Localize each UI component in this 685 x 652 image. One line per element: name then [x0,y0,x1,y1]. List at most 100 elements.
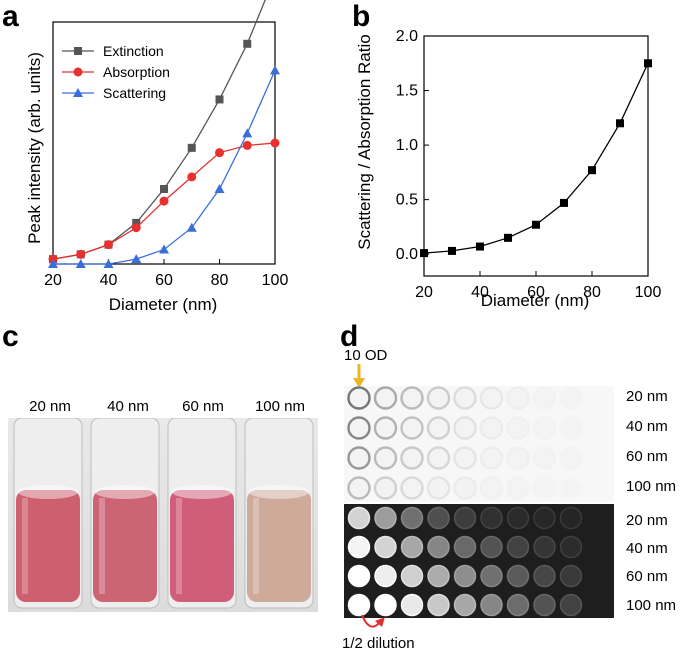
dot-blot-panel: 10 OD 1/2 dilution [342,347,614,652]
vial-liquid [16,490,80,602]
data-point [270,138,280,148]
vial-meniscus [95,485,155,499]
sca-row-label-40: 40 nm [626,540,668,557]
absorbance-dot [373,476,398,500]
scattering-dot [506,564,530,588]
absorbance-dot [426,446,451,470]
scattering-dot [480,506,503,530]
absorbance-dot [453,446,477,470]
data-point [215,148,224,158]
absorbance-dot [479,416,504,440]
chart-a-ylabel: Peak intensity (arb. units) [25,52,44,244]
data-point [104,240,113,250]
vial-label-40: 40 nm [107,398,149,415]
scattering-dot [347,593,371,617]
absorbance-dot [426,386,451,410]
scattering-dot [559,593,583,617]
panel-letter-c: c [2,320,19,353]
data-point [75,259,86,268]
sca-row-label-60: 60 nm [626,568,668,585]
scattering-dot [453,564,477,588]
scattering-dot [453,506,477,530]
scattering-dot [400,535,424,559]
absorbance-dot [400,446,424,470]
scattering-dot [453,535,477,559]
chart-a: 20 40 60 80 100 Diameter (nm) Peak intensity… [25,0,289,314]
data-point [159,244,169,254]
absorbance-dot [532,386,557,410]
data-point [242,140,252,150]
absorbance-dot [400,476,424,500]
vial-reflection [253,498,259,594]
absorbance-dot [347,476,371,500]
od-arrow-head [353,378,365,388]
vial-meniscus [18,485,78,499]
absorbance-dot [347,446,371,470]
data-point [448,246,456,255]
abs-row-label-60: 60 nm [626,448,668,465]
sca-row-label-100: 100 nm [626,597,677,614]
chart-b: 20 40 60 80 100 0.0 0.5 1.0 1.5 2.0 Diameter (nm)… [355,28,662,310]
x-tick-label: 80 [211,272,229,289]
absorbance-dot [400,386,424,410]
legend-marker [73,88,83,97]
vial-label-60: 60 nm [182,398,224,415]
plot-frame [423,35,649,277]
data-point [270,65,280,75]
absorbance-dot [426,416,451,440]
absorbance-dot [453,476,477,500]
absorbance-dot [559,386,583,410]
data-point [187,172,197,182]
x-tick-label: 20 [415,284,433,301]
legend-absorption: Absorption [103,64,170,80]
data-point [131,254,142,264]
panel-letter-a: a [2,0,19,33]
chart-a-xlabel: Diameter (nm) [109,295,218,314]
absorbance-dot [426,476,451,500]
absorbance-dot [373,446,398,470]
data-point [616,119,624,128]
data-point [186,222,197,232]
scattering-dot [374,535,397,559]
scattering-dot [533,506,556,530]
absorbance-dot [559,416,583,440]
vial-reflection [99,498,105,594]
vial-liquid [93,490,157,602]
data-point [160,184,168,193]
data-point [588,166,596,175]
data-point [420,249,428,258]
scattering-dot [559,506,583,530]
data-point [76,249,86,259]
x-tick-label: 60 [155,272,173,289]
data-point [243,39,252,48]
scattering-dot [374,593,397,617]
scattering-dot [400,564,424,588]
legend-marker [74,47,82,55]
x-tick-label: 100 [262,272,289,289]
od-label: 10 OD [344,347,388,364]
scattering-dot [480,535,503,559]
legend-marker [73,67,83,77]
scattering-dot [480,564,503,588]
absorbance-dot [347,386,371,410]
absorbance-dot [347,416,371,440]
scattering-dot [427,593,450,617]
scattering-dot [347,535,371,559]
absorbance-dot [373,416,398,440]
x-tick-label: 60 [527,284,545,301]
scattering-dot [400,593,424,617]
absorbance-dot [400,416,424,440]
od-arrow: 10 OD [344,347,388,388]
vial-reflection [176,498,182,594]
data-point [504,233,512,242]
y-tick-label: 2.0 [396,28,418,45]
scattering-dot [533,564,556,588]
scattering-dot [506,506,530,530]
scattering-dot [347,564,371,588]
scattering-dot [427,564,450,588]
vial-liquid [170,490,234,602]
x-tick-label: 100 [635,284,662,301]
scattering-dot [506,593,530,617]
data-point [214,183,225,193]
data-point [48,259,58,268]
